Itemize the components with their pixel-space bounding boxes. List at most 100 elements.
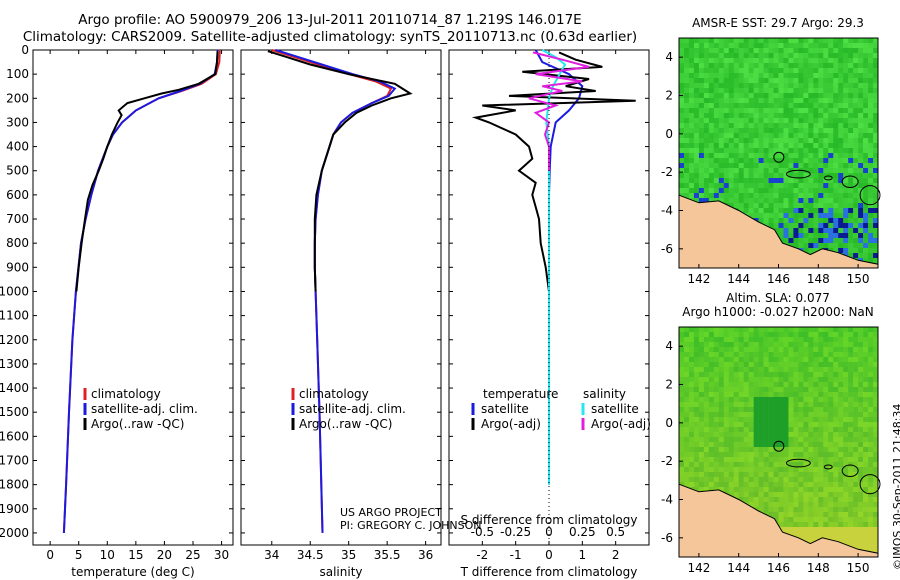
map-cell [688, 422, 695, 428]
map-cell [783, 198, 789, 204]
sal-panel-xtick-label: 35.5 [374, 548, 401, 562]
map-cell [703, 123, 710, 129]
map-cell [693, 397, 700, 403]
map-cell [713, 93, 720, 99]
map-cell [833, 417, 839, 423]
map-cell [713, 347, 720, 353]
map-cell [708, 43, 715, 49]
map-cell [683, 188, 690, 194]
map-cell [808, 392, 814, 398]
map-cell [813, 213, 819, 219]
map-cell [693, 163, 700, 169]
map-cell [753, 337, 759, 343]
map-cell [868, 487, 874, 493]
map-cell [793, 347, 799, 353]
map-cell [693, 377, 700, 383]
map-cell [688, 452, 695, 458]
map-cell [778, 203, 784, 209]
map-cell [758, 98, 764, 104]
map-cell [708, 437, 715, 443]
map-cell [828, 447, 834, 453]
map-cell [848, 347, 854, 353]
map-cell [818, 407, 824, 413]
map-cell [868, 547, 874, 553]
map-cell [693, 337, 700, 343]
map-cell [718, 472, 725, 478]
map-cell [778, 447, 784, 453]
map-cell [828, 462, 834, 468]
map-cell [718, 412, 725, 418]
map-cell [873, 108, 879, 114]
map-cell [748, 188, 754, 194]
map-cell [753, 432, 759, 438]
map-cell [683, 392, 690, 398]
map-cell [823, 63, 829, 69]
map-cell [868, 412, 874, 418]
map-cell [713, 422, 720, 428]
map-cell [823, 73, 829, 79]
map-cell [818, 198, 824, 204]
map-cell [868, 372, 874, 378]
map-cell [843, 467, 849, 473]
map-cell [803, 153, 809, 159]
map-cell [838, 143, 844, 149]
map-cell [813, 357, 819, 363]
map-cell [743, 103, 749, 109]
map-cell [783, 447, 789, 453]
map-cell [738, 382, 744, 388]
map-cell [718, 397, 725, 403]
map-cell [773, 98, 779, 104]
map-cell [758, 123, 764, 129]
map-cell [848, 507, 854, 513]
map-cell [743, 422, 749, 428]
map-cell [738, 48, 744, 54]
map-cell [833, 233, 839, 239]
map-cell [808, 128, 814, 134]
map-cell [718, 163, 725, 169]
map-cell [873, 258, 879, 264]
map-cell [833, 143, 839, 149]
map-cell [828, 517, 834, 523]
map-cell [823, 512, 829, 518]
map-cell [708, 377, 715, 383]
map-ytick-label: -2 [661, 454, 673, 468]
map-cell [778, 492, 784, 498]
map-cell [733, 482, 739, 488]
map-cell [748, 492, 754, 498]
map-cell [783, 143, 789, 149]
map-cell [748, 113, 754, 119]
map-cell [873, 68, 879, 74]
map-cell [853, 527, 859, 533]
depth-tick-label: 1700 [0, 453, 29, 467]
map-cell [738, 457, 744, 463]
map-cell [853, 123, 859, 129]
map-cell [758, 153, 764, 159]
map-cell [713, 38, 720, 44]
map-cell [763, 173, 769, 179]
map-cell [728, 342, 735, 348]
map-cell [683, 462, 690, 468]
map-cell [713, 178, 720, 184]
map-cell [843, 382, 849, 388]
map-cell [873, 53, 879, 59]
map-cell [758, 68, 764, 74]
map-cell [778, 497, 784, 503]
map-cell [708, 38, 715, 44]
map-cell [793, 153, 799, 159]
map-cell [788, 188, 794, 194]
map-cell [703, 198, 710, 204]
map-cell [763, 193, 769, 199]
map-cell [828, 427, 834, 433]
map-cell [798, 402, 804, 408]
map-cell [833, 372, 839, 378]
map-cell [683, 447, 690, 453]
map-cell [853, 432, 859, 438]
map-cell [873, 427, 879, 433]
map-cell [868, 58, 874, 64]
diff-panel-series-argo-adj- [528, 51, 590, 171]
map-cell [853, 347, 859, 353]
map-cell [783, 178, 789, 184]
map-cell [863, 487, 869, 493]
map-cell [708, 362, 715, 368]
map-cell [743, 53, 749, 59]
